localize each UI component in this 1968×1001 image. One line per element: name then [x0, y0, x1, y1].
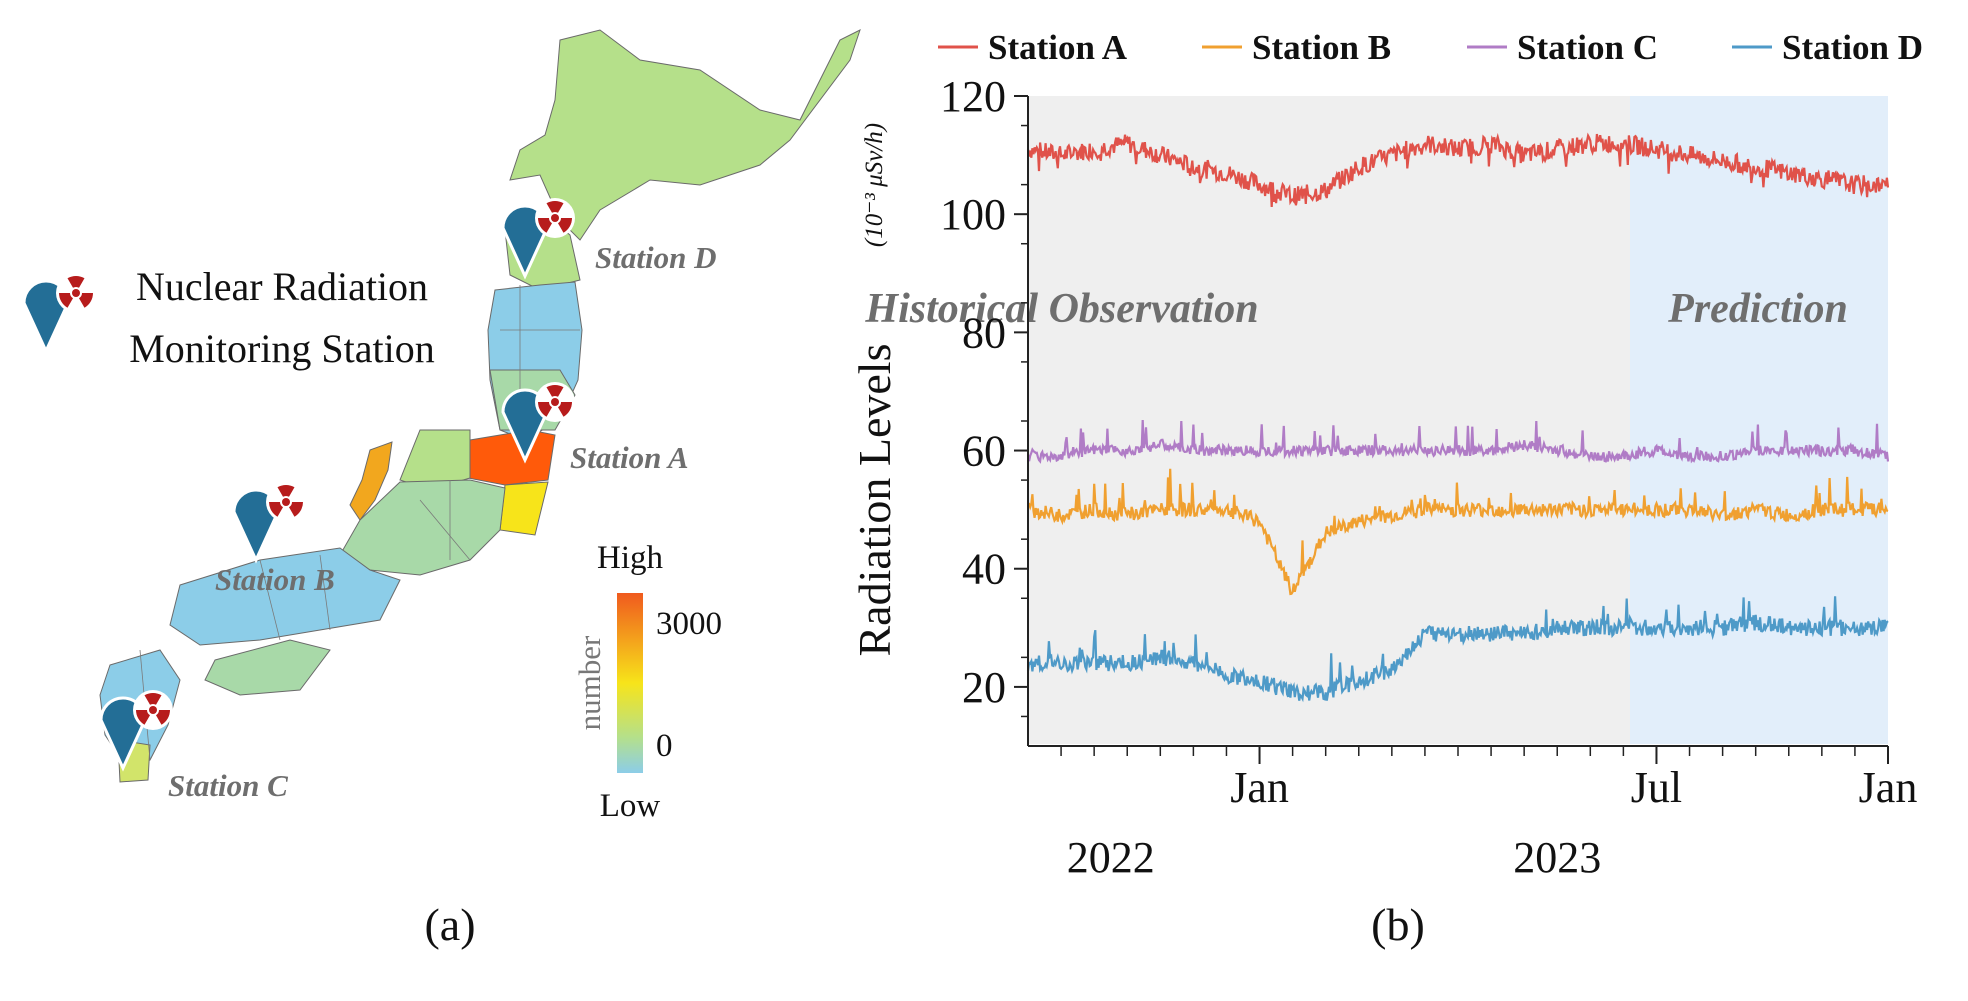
- series-lines: [1026, 132, 1890, 703]
- legend-text-line1: Nuclear Radiation: [136, 264, 428, 309]
- caption-b: (b): [1371, 899, 1425, 950]
- map-panel: Nuclear Radiation Monitoring Station Sta…: [22, 29, 861, 950]
- legend-label: Station B: [1252, 28, 1391, 67]
- y-tick-label: 40: [962, 545, 1006, 594]
- pin-station-a: [501, 382, 575, 464]
- colorbar-low-label: Low: [600, 788, 661, 824]
- pin-legend-radiation-core: [72, 289, 80, 297]
- pin-station-d-radiation-blade: [538, 218, 552, 233]
- legend-label: Station C: [1517, 28, 1658, 67]
- x-year-label: 2023: [1513, 833, 1601, 882]
- pin-station-b: [232, 482, 306, 564]
- y-tick-label: 120: [940, 72, 1006, 121]
- caption-a: (a): [424, 899, 475, 950]
- chart-legend: Station A Station B Station C Station D: [938, 28, 1923, 67]
- y-axis-label: Radiation Levels: [849, 344, 900, 657]
- region-label-historical: Historical Observation: [864, 286, 1258, 332]
- y-tick-label: 60: [962, 427, 1006, 476]
- station-label-d: Station D: [595, 240, 716, 275]
- region-label-prediction: Prediction: [1667, 286, 1848, 332]
- colorbar-tick-min: 0: [656, 728, 673, 764]
- y-tick-label: 80: [962, 308, 1006, 357]
- pin-station-a-radiation-core: [551, 398, 559, 406]
- pin-station-b-radiation-blade: [277, 484, 295, 497]
- legend-label: Station D: [1782, 28, 1923, 67]
- pin-station-d-radiation-blade: [558, 218, 572, 233]
- x-tick-label: Jan: [1859, 763, 1918, 812]
- y-axis-unit: (10⁻³ μSv/h): [861, 123, 888, 247]
- region-fukushima: [467, 429, 556, 486]
- pin-station-c-radiation-core: [149, 706, 157, 714]
- colorbar: [617, 593, 643, 773]
- series-line-station-d: [1026, 596, 1889, 703]
- pin-station-d-radiation-core: [551, 214, 559, 222]
- pin-station-b-radiation-blade: [269, 502, 283, 517]
- pin-station-c: [99, 690, 173, 772]
- region-shikoku: [204, 639, 331, 696]
- y-tick-label: 20: [962, 663, 1006, 712]
- pin-station-b-radiation-core: [282, 498, 290, 506]
- pin-station-b-radiation-blade: [289, 502, 303, 517]
- station-label-c: Station C: [168, 768, 288, 803]
- legend-text-line2: Monitoring Station: [129, 326, 435, 371]
- pin-station-d: [501, 198, 575, 280]
- series-line-station-a: [1026, 132, 1890, 207]
- station-label-b: Station B: [215, 562, 335, 597]
- pin-station-c-radiation-blade: [144, 693, 162, 705]
- pin-legend: [22, 273, 96, 355]
- pin-station-a-radiation-blade: [546, 384, 564, 397]
- pin-legend-radiation-blade: [67, 276, 85, 288]
- colorbar-high-label: High: [597, 540, 664, 576]
- pin-legend-radiation-blade: [59, 293, 73, 308]
- series-line-station-c: [1026, 419, 1890, 464]
- pin-station-a-radiation-blade: [538, 402, 552, 417]
- region-west: [169, 547, 401, 646]
- region-ishikawa: [349, 441, 393, 521]
- region-prediction: [1630, 96, 1888, 744]
- pin-station-c-radiation-blade: [156, 710, 170, 725]
- chart-panel: Historical Observation Prediction 20 40 60…: [849, 28, 1923, 950]
- colorbar-tick-max: 3000: [656, 606, 722, 642]
- x-ticks: Jan Jul Jan 2022 2023: [1060, 746, 1918, 882]
- legend-label: Station A: [988, 28, 1128, 67]
- pin-station-c-radiation-blade: [136, 710, 150, 725]
- x-tick-label: Jul: [1631, 763, 1682, 812]
- station-pins: [99, 198, 575, 772]
- pin-station-a-radiation-blade: [558, 402, 572, 417]
- legend-pin-icon: [22, 273, 96, 355]
- series-line-station-b: [1027, 468, 1889, 596]
- x-year-label: 2022: [1067, 833, 1155, 882]
- station-label-a: Station A: [570, 440, 689, 475]
- x-tick-label: Jan: [1230, 763, 1289, 812]
- y-tick-label: 100: [940, 190, 1006, 239]
- pin-legend-radiation-blade: [79, 293, 93, 308]
- region-hokkaido: [509, 29, 861, 241]
- colorbar-title: number: [572, 635, 607, 730]
- y-ticks: 20 40 60 80 100 120: [940, 72, 1028, 718]
- region-ibaraki: [499, 481, 549, 536]
- pin-station-d-radiation-blade: [546, 201, 564, 213]
